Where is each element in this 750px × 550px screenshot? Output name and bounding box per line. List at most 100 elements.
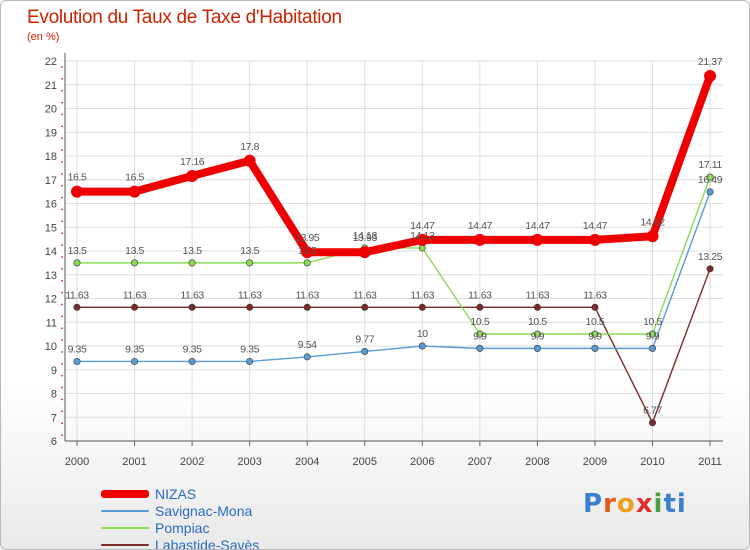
y-tick-label: 8 [51,389,57,401]
data-label: 9.54 [298,339,317,351]
data-point [531,233,544,246]
y-minor-tick [61,149,63,151]
data-point [588,233,601,246]
data-label: 14.47 [525,220,550,232]
y-minor-tick [61,386,63,389]
y-minor-tick [61,315,63,318]
data-label: 13.25 [698,251,723,263]
data-point [706,188,714,196]
y-minor-tick [61,291,63,294]
legend-item: Labastide-Savès [101,536,260,550]
data-point [358,246,371,259]
data-label: 16.5 [68,172,87,184]
x-tick-label: 2009 [583,456,607,468]
data-label: 9.35 [125,343,144,355]
logo-letter: r [603,489,617,519]
legend-label: Labastide-Savès [155,536,260,550]
data-point [418,303,426,311]
data-label: 9.9 [646,330,660,342]
data-label: 17.16 [180,156,205,168]
data-point [131,357,139,365]
y-tick-label: 22 [45,56,57,68]
y-minor-tick [61,89,63,92]
x-tick-label: 2008 [525,456,549,468]
data-point [706,173,714,181]
data-label: 13.5 [183,245,202,257]
y-minor-tick [61,137,63,139]
legend-item: Savignac-Mona [101,502,259,519]
logo-letter: P [583,489,604,519]
legend-swatch [101,489,149,498]
data-point [188,303,196,311]
data-label: 11.63 [468,289,492,301]
legend-item: Pompiac [101,519,259,536]
data-label: 16.5 [125,172,144,184]
legend-swatch [101,526,149,529]
data-point [128,185,141,198]
y-minor-tick [61,303,63,306]
data-point [533,330,541,338]
data-point [243,154,256,167]
data-point [473,233,486,246]
y-tick-label: 16 [45,199,57,211]
y-minor-tick [61,125,63,128]
data-point [591,303,599,311]
data-point [188,259,196,267]
data-point [476,303,484,311]
y-minor-tick [61,422,63,424]
data-label: 10 [417,328,428,340]
legend-label: Pompiac [155,519,210,536]
x-tick-label: 2006 [410,456,434,468]
chart-title: Evolution du Taux de Taxe d'Habitation [27,7,342,28]
legend-swatch [101,543,149,546]
y-minor-tick [61,256,63,258]
data-label: 13.5 [240,245,259,257]
y-tick-label: 21 [45,80,57,92]
x-tick-label: 2002 [180,456,204,468]
data-point [73,303,81,311]
data-point [533,344,541,352]
y-minor-tick [61,434,63,436]
data-label: 9.35 [68,343,87,355]
x-tick-label: 2003 [237,456,261,468]
data-point [476,344,484,352]
y-tick-label: 18 [45,151,57,163]
y-tick-label: 6 [51,436,57,448]
data-label: 13.95 [353,232,378,244]
data-label: 14.47 [583,220,608,232]
data-point [418,342,426,350]
series-line-pompiac [76,176,711,335]
data-point [303,353,311,361]
data-label: 14.13 [353,230,378,242]
data-label: 10.5 [586,316,605,328]
data-label: 9.9 [531,330,545,342]
data-point [188,357,196,365]
data-label: 11.63 [353,289,377,301]
y-minor-tick [61,268,63,270]
y-minor-tick [61,410,63,413]
y-minor-tick [61,327,63,329]
y-minor-tick [61,232,63,234]
x-tick-label: 2005 [353,456,377,468]
data-label: 11.63 [526,289,550,301]
data-point [706,265,714,273]
y-tick-label: 9 [51,365,57,377]
chart-unit-label: (en %) [27,31,60,43]
data-label: 11.63 [65,289,89,301]
data-point [476,330,484,338]
y-minor-tick [61,161,63,163]
data-point [416,233,429,246]
data-label: 14.62 [640,216,665,228]
data-label: 9.9 [588,330,602,342]
data-label: 13.5 [125,245,144,257]
x-tick-label: 2004 [295,456,319,468]
y-minor-tick [61,78,63,80]
logo-letter: x [635,489,654,519]
data-label: 13.5 [298,245,317,257]
data-label: 11.63 [123,289,147,301]
y-minor-tick [61,113,63,116]
data-label: 17.11 [698,159,722,171]
data-point [533,303,541,311]
y-tick-label: 20 [45,104,57,116]
